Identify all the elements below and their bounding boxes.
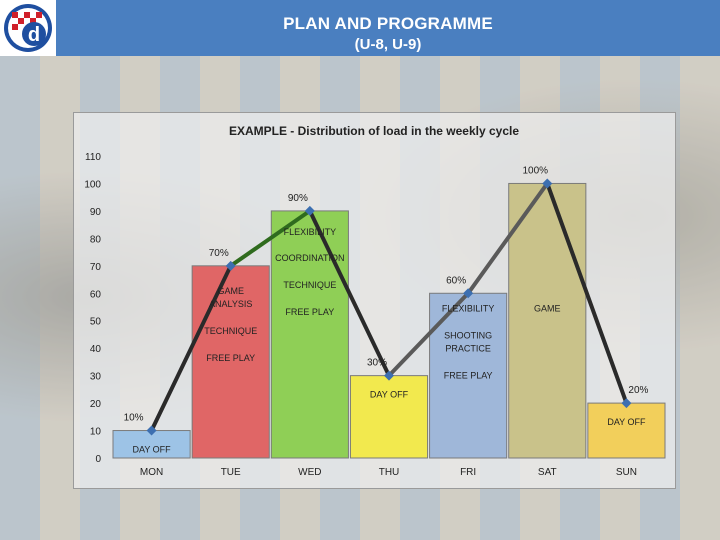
logo-letter: d (28, 24, 40, 46)
y-tick-label: 110 (85, 152, 101, 163)
trend-marker (146, 425, 157, 436)
bar-annotation: GAME (217, 286, 244, 296)
trend-marker (463, 288, 474, 299)
trend-segment (466, 181, 550, 296)
y-tick-label: 40 (90, 344, 102, 355)
x-tick-label: SAT (538, 467, 557, 478)
bar-annotation: DAY OFF (370, 390, 409, 400)
data-label: 90% (288, 193, 308, 204)
club-crest-icon: d (4, 4, 52, 52)
trend-marker (304, 205, 315, 216)
y-tick-label: 50 (90, 317, 102, 328)
data-label: 70% (209, 248, 229, 259)
chart-panel: EXAMPLE - Distribution of load in the we… (73, 112, 676, 489)
bar-annotation: ANALYSIS (209, 299, 252, 309)
trend-segment (228, 208, 312, 268)
bar-annotation: TECHNIQUE (283, 280, 336, 290)
bar-annotation: DAY OFF (607, 417, 646, 427)
trend-marker (225, 260, 236, 271)
bar-annotation: FLEXIBILITY (284, 227, 337, 237)
bar-annotation: PRACTICE (445, 343, 491, 353)
trend-marker (542, 178, 553, 189)
y-tick-label: 100 (84, 179, 101, 190)
x-tick-label: MON (140, 467, 163, 478)
x-tick-label: FRI (460, 467, 476, 478)
bar-annotation: FREE PLAY (285, 307, 334, 317)
bar-annotation: SHOOTING (444, 330, 492, 340)
x-tick-label: TUE (221, 467, 241, 478)
bar-thu (349, 375, 429, 459)
trend-marker (384, 370, 394, 381)
bar-wed (270, 210, 349, 459)
y-tick-label: 80 (90, 234, 102, 245)
bar-sun (587, 402, 666, 459)
page-title: PLAN AND PROGRAMME (283, 14, 493, 33)
bar-tue (191, 265, 270, 459)
x-tick-label: WED (298, 467, 321, 478)
bar-annotation: TECHNIQUE (204, 326, 257, 336)
y-tick-label: 0 (95, 454, 101, 465)
page-subtitle: (U-8, U-9) (354, 36, 422, 53)
bar-annotation: COORDINATION (275, 253, 344, 263)
data-label: 30% (367, 358, 387, 369)
y-tick-label: 70 (90, 262, 102, 273)
data-label: 10% (124, 413, 144, 424)
chart-title: EXAMPLE - Distribution of load in the we… (229, 124, 519, 138)
header-bar: d PLAN AND PROGRAMME (U-8, U-9) (0, 0, 720, 56)
data-label: 20% (628, 385, 648, 396)
bar-annotation: GAME (534, 303, 561, 313)
trend-marker (621, 398, 632, 409)
data-label: 60% (446, 275, 466, 286)
y-tick-label: 10 (90, 427, 102, 438)
y-tick-label: 60 (90, 289, 102, 300)
trend-segment (149, 263, 233, 433)
y-tick-label: 90 (90, 207, 102, 218)
y-tick-label: 20 (90, 399, 102, 410)
load-distribution-chart: EXAMPLE - Distribution of load in the we… (84, 124, 666, 478)
trend-segment (307, 208, 391, 378)
x-tick-label: THU (379, 467, 400, 478)
trend-segment (545, 181, 629, 406)
bar-annotation: FREE PLAY (444, 370, 493, 380)
club-logo: d (0, 0, 56, 56)
y-tick-label: 30 (90, 372, 102, 383)
bar-sat (508, 182, 587, 459)
bar-annotation: FLEXIBILITY (442, 303, 495, 313)
trend-segment (387, 291, 471, 378)
x-tick-label: SUN (616, 467, 637, 478)
bar-annotation: FREE PLAY (206, 353, 255, 363)
data-label: 100% (522, 165, 548, 176)
bar-annotation: DAY OFF (132, 445, 171, 455)
